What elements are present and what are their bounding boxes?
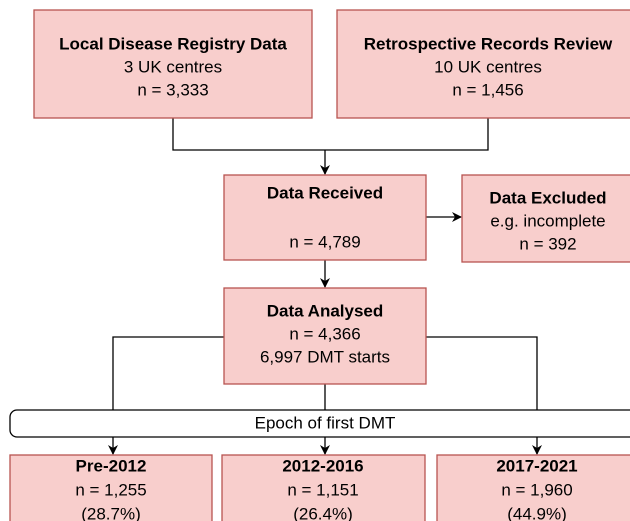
- node-title: Local Disease Registry Data: [59, 34, 287, 53]
- node-box: [336, 9, 630, 119]
- node-box: [223, 174, 427, 261]
- node-title: Data Excluded: [489, 188, 606, 207]
- node-text: n = 1,960: [501, 480, 572, 499]
- merge-line: [172, 118, 489, 151]
- split-line: [112, 336, 538, 410]
- node-box: [9, 454, 213, 521]
- node-box: [33, 9, 313, 119]
- node-text: n = 1,151: [287, 480, 358, 499]
- node-text: (26.4%): [293, 504, 353, 521]
- epoch-bar: [9, 409, 630, 438]
- node-text: (28.7%): [81, 504, 141, 521]
- node-text: n = 1,456: [452, 80, 523, 99]
- node-text: e.g. incomplete: [490, 211, 605, 230]
- node-box: [436, 454, 630, 521]
- node-text: n = 4,789: [289, 232, 360, 251]
- node-text: 10 UK centres: [434, 57, 542, 76]
- node-title: Data Received: [267, 183, 383, 202]
- node-box: [461, 174, 630, 263]
- node-text: (44.9%): [507, 504, 567, 521]
- node-title: 2012-2016: [282, 456, 363, 475]
- node-title: Retrospective Records Review: [364, 34, 613, 53]
- node-text: n = 3,333: [137, 80, 208, 99]
- node-title: Data Analysed: [267, 301, 384, 320]
- node-title: 2017-2021: [496, 456, 577, 475]
- node-text: n = 4,366: [289, 324, 360, 343]
- epoch-label: Epoch of first DMT: [255, 413, 396, 432]
- node-text: 6,997 DMT starts: [260, 347, 390, 366]
- node-title: Pre-2012: [76, 456, 147, 475]
- node-box: [223, 287, 427, 385]
- node-text: n = 1,255: [75, 480, 146, 499]
- node-text: 3 UK centres: [124, 57, 222, 76]
- node-text: n = 392: [519, 234, 576, 253]
- node-box: [221, 454, 426, 521]
